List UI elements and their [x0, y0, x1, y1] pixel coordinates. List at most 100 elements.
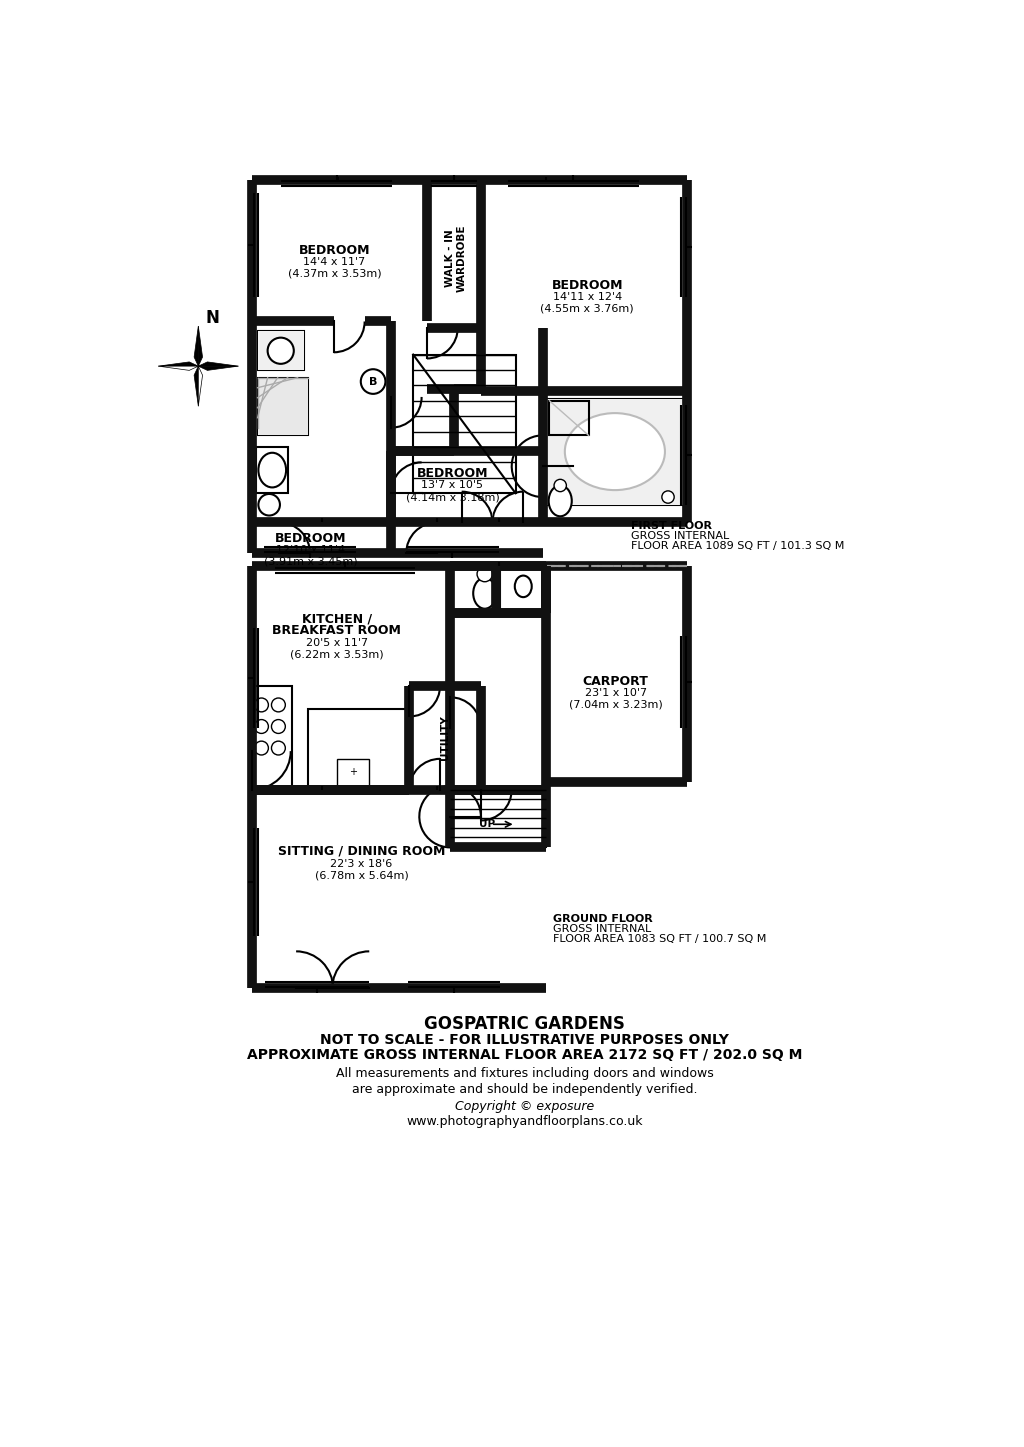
Bar	[451, 790, 547, 848]
Polygon shape	[199, 366, 239, 370]
Bar	[431, 178, 477, 190]
Bar	[547, 563, 686, 577]
Polygon shape	[195, 326, 199, 366]
Bar	[256, 447, 289, 493]
Text: CARPORT: CARPORT	[583, 676, 648, 689]
Bar	[543, 466, 573, 496]
Polygon shape	[199, 362, 239, 366]
Ellipse shape	[565, 412, 665, 491]
Text: B: B	[369, 376, 377, 386]
Polygon shape	[195, 366, 199, 407]
Bar	[258, 331, 304, 370]
Text: BEDROOM: BEDROOM	[417, 467, 488, 480]
Text: are approximate and should be independently verified.: are approximate and should be independen…	[352, 1082, 697, 1095]
Bar	[337, 758, 370, 786]
Text: (3.91m x 3.45m): (3.91m x 3.45m)	[264, 557, 357, 567]
Circle shape	[267, 337, 294, 363]
Bar	[296, 984, 370, 993]
Bar	[547, 563, 686, 570]
Circle shape	[477, 566, 493, 582]
Circle shape	[271, 741, 286, 755]
Bar	[677, 197, 689, 297]
Text: 20'5 x 11'7: 20'5 x 11'7	[306, 638, 368, 648]
Bar	[410, 758, 440, 790]
Circle shape	[255, 741, 268, 755]
Bar	[500, 567, 547, 612]
Ellipse shape	[515, 576, 531, 598]
Bar	[250, 828, 262, 936]
Bar	[258, 378, 307, 436]
Bar	[265, 978, 370, 991]
Bar	[677, 405, 689, 505]
Ellipse shape	[473, 577, 497, 609]
Text: UP: UP	[478, 819, 495, 829]
Text: BEDROOM: BEDROOM	[551, 279, 623, 292]
Text: 23'1 x 10'7: 23'1 x 10'7	[585, 689, 647, 699]
Bar	[677, 635, 689, 728]
Text: 12'10 x 11'4: 12'10 x 11'4	[276, 546, 345, 556]
Text: UTILITY: UTILITY	[439, 715, 450, 760]
Bar	[407, 543, 499, 556]
Text: APPROXIMATE GROSS INTERNAL FLOOR AREA 2172 SQ FT / 202.0 SQ M: APPROXIMATE GROSS INTERNAL FLOOR AREA 21…	[247, 1048, 803, 1062]
Bar	[250, 192, 262, 297]
Polygon shape	[159, 366, 199, 370]
Bar	[547, 399, 683, 505]
Bar	[250, 628, 262, 728]
Polygon shape	[199, 366, 203, 407]
Text: GROUND FLOOR: GROUND FLOOR	[553, 915, 652, 925]
Text: 14'4 x 11'7: 14'4 x 11'7	[303, 258, 366, 268]
Bar	[451, 563, 547, 570]
Bar	[451, 567, 547, 611]
Text: All measurements and fixtures including doors and windows: All measurements and fixtures including …	[336, 1068, 714, 1081]
Circle shape	[554, 479, 566, 492]
Bar	[252, 786, 547, 793]
Bar	[451, 566, 547, 612]
Circle shape	[255, 719, 268, 734]
Bar	[221, 751, 252, 790]
Text: WALK - IN
WARDROBE: WALK - IN WARDROBE	[444, 224, 466, 292]
Text: GROSS INTERNAL: GROSS INTERNAL	[631, 531, 729, 541]
Bar	[451, 564, 547, 615]
Text: www.photographyandfloorplans.co.uk: www.photographyandfloorplans.co.uk	[407, 1116, 643, 1129]
Bar	[407, 522, 437, 553]
Bar	[408, 978, 500, 991]
Bar	[280, 522, 310, 553]
Text: FIRST FLOOR: FIRST FLOOR	[631, 521, 712, 531]
Text: (7.04m x 3.23m): (7.04m x 3.23m)	[568, 700, 663, 710]
Bar	[493, 493, 523, 522]
Bar	[258, 378, 307, 436]
Bar	[427, 327, 454, 359]
Text: Copyright © exposure: Copyright © exposure	[456, 1100, 594, 1113]
Bar	[413, 355, 515, 493]
Text: BREAKFAST ROOM: BREAKFAST ROOM	[272, 624, 401, 637]
Circle shape	[662, 491, 674, 504]
Text: GROSS INTERNAL: GROSS INTERNAL	[553, 925, 651, 933]
Polygon shape	[199, 326, 203, 366]
Bar	[275, 564, 416, 576]
Bar	[281, 178, 392, 190]
Ellipse shape	[258, 453, 286, 488]
Text: N: N	[205, 310, 219, 327]
Bar	[264, 543, 356, 556]
Text: FLOOR AREA 1083 SQ FT / 100.7 SQ M: FLOOR AREA 1083 SQ FT / 100.7 SQ M	[553, 933, 766, 943]
Text: 13'7 x 10'5: 13'7 x 10'5	[422, 480, 483, 491]
Bar	[258, 331, 304, 370]
Text: (4.14m x 3.18m): (4.14m x 3.18m)	[406, 492, 500, 502]
Circle shape	[258, 493, 280, 515]
Bar	[462, 493, 493, 522]
Bar	[391, 396, 422, 428]
Circle shape	[271, 697, 286, 712]
Circle shape	[360, 369, 385, 394]
Bar	[252, 686, 292, 790]
Text: (4.55m x 3.76m): (4.55m x 3.76m)	[541, 304, 634, 314]
Bar	[481, 790, 547, 820]
Text: 14'11 x 12'4: 14'11 x 12'4	[553, 292, 622, 302]
Text: KITCHEN /: KITCHEN /	[302, 612, 372, 625]
Text: (6.78m x 5.64m): (6.78m x 5.64m)	[314, 871, 409, 881]
Bar	[307, 709, 410, 789]
Bar	[391, 493, 422, 522]
Bar	[451, 816, 481, 848]
Bar	[334, 321, 365, 352]
Text: NOT TO SCALE - FOR ILLUSTRATIVE PURPOSES ONLY: NOT TO SCALE - FOR ILLUSTRATIVE PURPOSES…	[321, 1033, 729, 1046]
Polygon shape	[159, 362, 199, 366]
